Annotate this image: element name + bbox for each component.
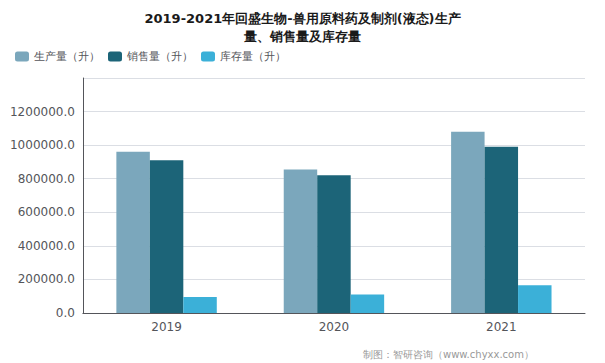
svg-text:1200000.0: 1200000.0: [10, 105, 75, 119]
svg-text:800000.0: 800000.0: [18, 172, 75, 186]
svg-text:600000.0: 600000.0: [18, 205, 75, 219]
svg-text:2020: 2020: [319, 320, 350, 334]
svg-text:200000.0: 200000.0: [18, 272, 75, 286]
svg-text:量、销售量及库存量: 量、销售量及库存量: [243, 29, 361, 44]
svg-text:2019-2021年回盛生物-兽用原料药及制剂(液态)生产: 2019-2021年回盛生物-兽用原料药及制剂(液态)生产: [144, 11, 460, 26]
svg-text:0.0: 0.0: [56, 306, 75, 320]
svg-text:1000000.0: 1000000.0: [10, 138, 75, 152]
svg-text:2019: 2019: [151, 320, 182, 334]
svg-text:制图：智研咨询（www.chyxx.com）: 制图：智研咨询（www.chyxx.com）: [363, 349, 534, 360]
svg-text:库存量（升）: 库存量（升）: [220, 50, 286, 63]
svg-text:生产量（升）: 生产量（升）: [34, 50, 100, 63]
svg-text:销售量（升）: 销售量（升）: [126, 50, 193, 63]
svg-text:2021: 2021: [486, 320, 517, 334]
svg-text:400000.0: 400000.0: [18, 239, 75, 253]
